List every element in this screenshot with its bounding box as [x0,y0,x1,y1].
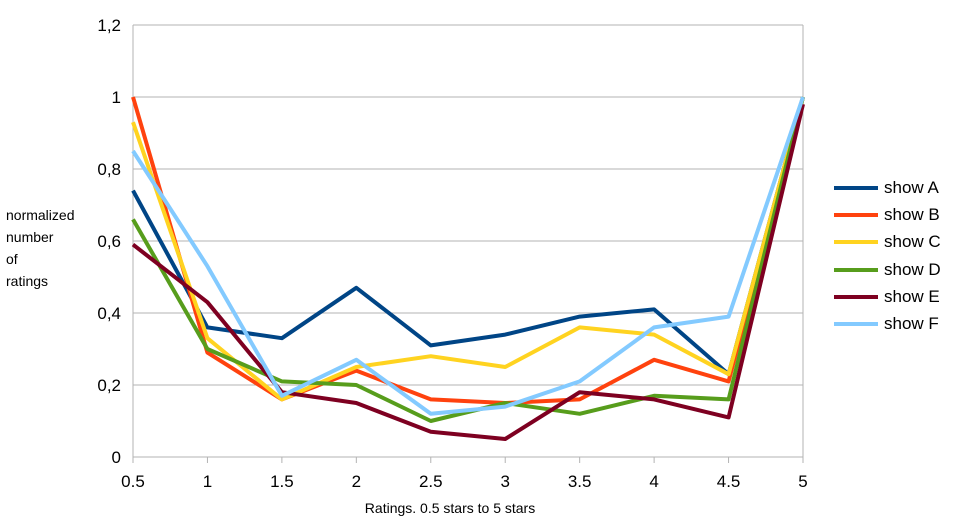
y-tick-label: 1 [112,88,121,107]
legend-swatch [834,240,878,245]
x-tick-label: 4.5 [717,472,741,491]
y-axis-label-line: number [6,229,54,245]
legend-item: show A [834,174,941,201]
legend-item: show D [834,256,941,283]
series-line-show-b [131,96,805,405]
legend-label: show B [884,204,940,224]
legend-label: show F [884,314,939,334]
y-axis-tick-labels: 0 0,2 0,4 0,6 0,8 1 1,2 [97,16,121,467]
legend-label: show E [884,286,940,306]
legend-label: show C [884,232,941,252]
y-axis-label-line: of [6,251,18,267]
legend-item: show F [834,310,941,337]
legend-label: show D [884,259,941,279]
x-tick-label: 1.5 [270,472,294,491]
x-axis-label: Ratings. 0.5 stars to 5 stars [364,500,536,516]
x-tick-label: 2.5 [419,472,443,491]
grid-lines [132,24,804,458]
x-tick-label: 1 [203,472,212,491]
x-tick-label: 3 [500,472,509,491]
x-axis-tick-labels: 0.5 1 1.5 2 2.5 3 3.5 4 4.5 5 [121,457,808,491]
y-tick-label: 1,2 [97,16,121,35]
series-line-show-c [131,96,805,402]
legend-item: show C [834,229,941,256]
legend-swatch [834,185,878,190]
legend-item: show B [834,201,941,228]
legend: show A show B show C show D show E show F [834,174,941,338]
y-tick-label: 0,6 [97,232,121,251]
legend-swatch [834,212,878,217]
legend-swatch [834,267,878,272]
x-tick-label: 5 [798,472,807,491]
x-tick-label: 2 [352,472,361,491]
y-axis-label-line: normalized [6,207,75,223]
y-tick-label: 0,2 [97,376,121,395]
y-axis-label-line: ratings [6,273,49,289]
series-line-show-f [131,96,805,416]
legend-swatch [834,322,878,327]
legend-swatch [834,294,878,299]
y-tick-label: 0,8 [97,160,121,179]
series-lines [131,96,805,441]
x-tick-label: 0.5 [121,472,145,491]
legend-item: show E [834,283,941,310]
series-line-show-e [131,103,805,441]
y-tick-label: 0 [112,448,121,467]
legend-label: show A [884,177,939,197]
x-tick-label: 4 [649,472,658,491]
x-tick-label: 3.5 [568,472,592,491]
y-tick-label: 0,4 [97,304,121,323]
